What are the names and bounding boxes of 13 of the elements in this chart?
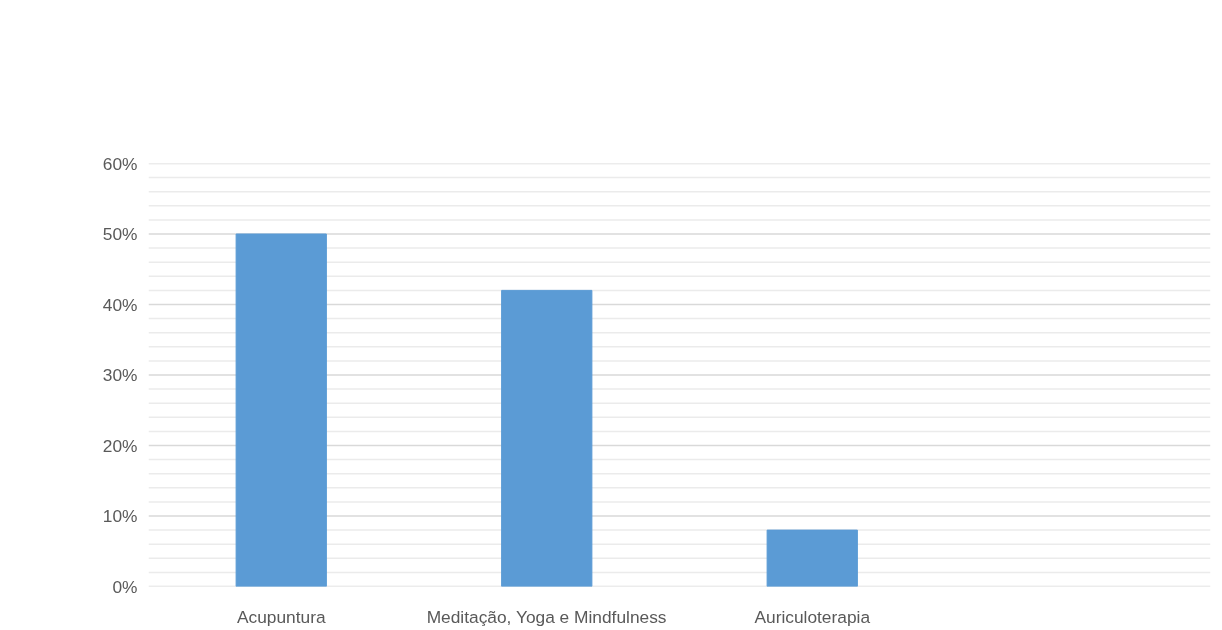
- y-tick-label: 0%: [112, 576, 138, 597]
- bar: [235, 233, 327, 587]
- y-tick-label: 50%: [102, 224, 138, 244]
- x-tick-label: Meditação, Yoga e Mindfulness: [426, 606, 667, 627]
- y-tick-label: 40%: [102, 294, 138, 315]
- y-tick-label: 60%: [102, 153, 138, 174]
- bar: [766, 529, 858, 587]
- x-tick-label: Acupuntura: [236, 606, 326, 627]
- x-tick-label: Auriculoterapia: [754, 606, 871, 627]
- y-tick-label: 30%: [102, 365, 138, 385]
- y-tick-label: 10%: [102, 506, 138, 526]
- y-tick-label: 20%: [102, 435, 138, 456]
- bar: [501, 289, 593, 587]
